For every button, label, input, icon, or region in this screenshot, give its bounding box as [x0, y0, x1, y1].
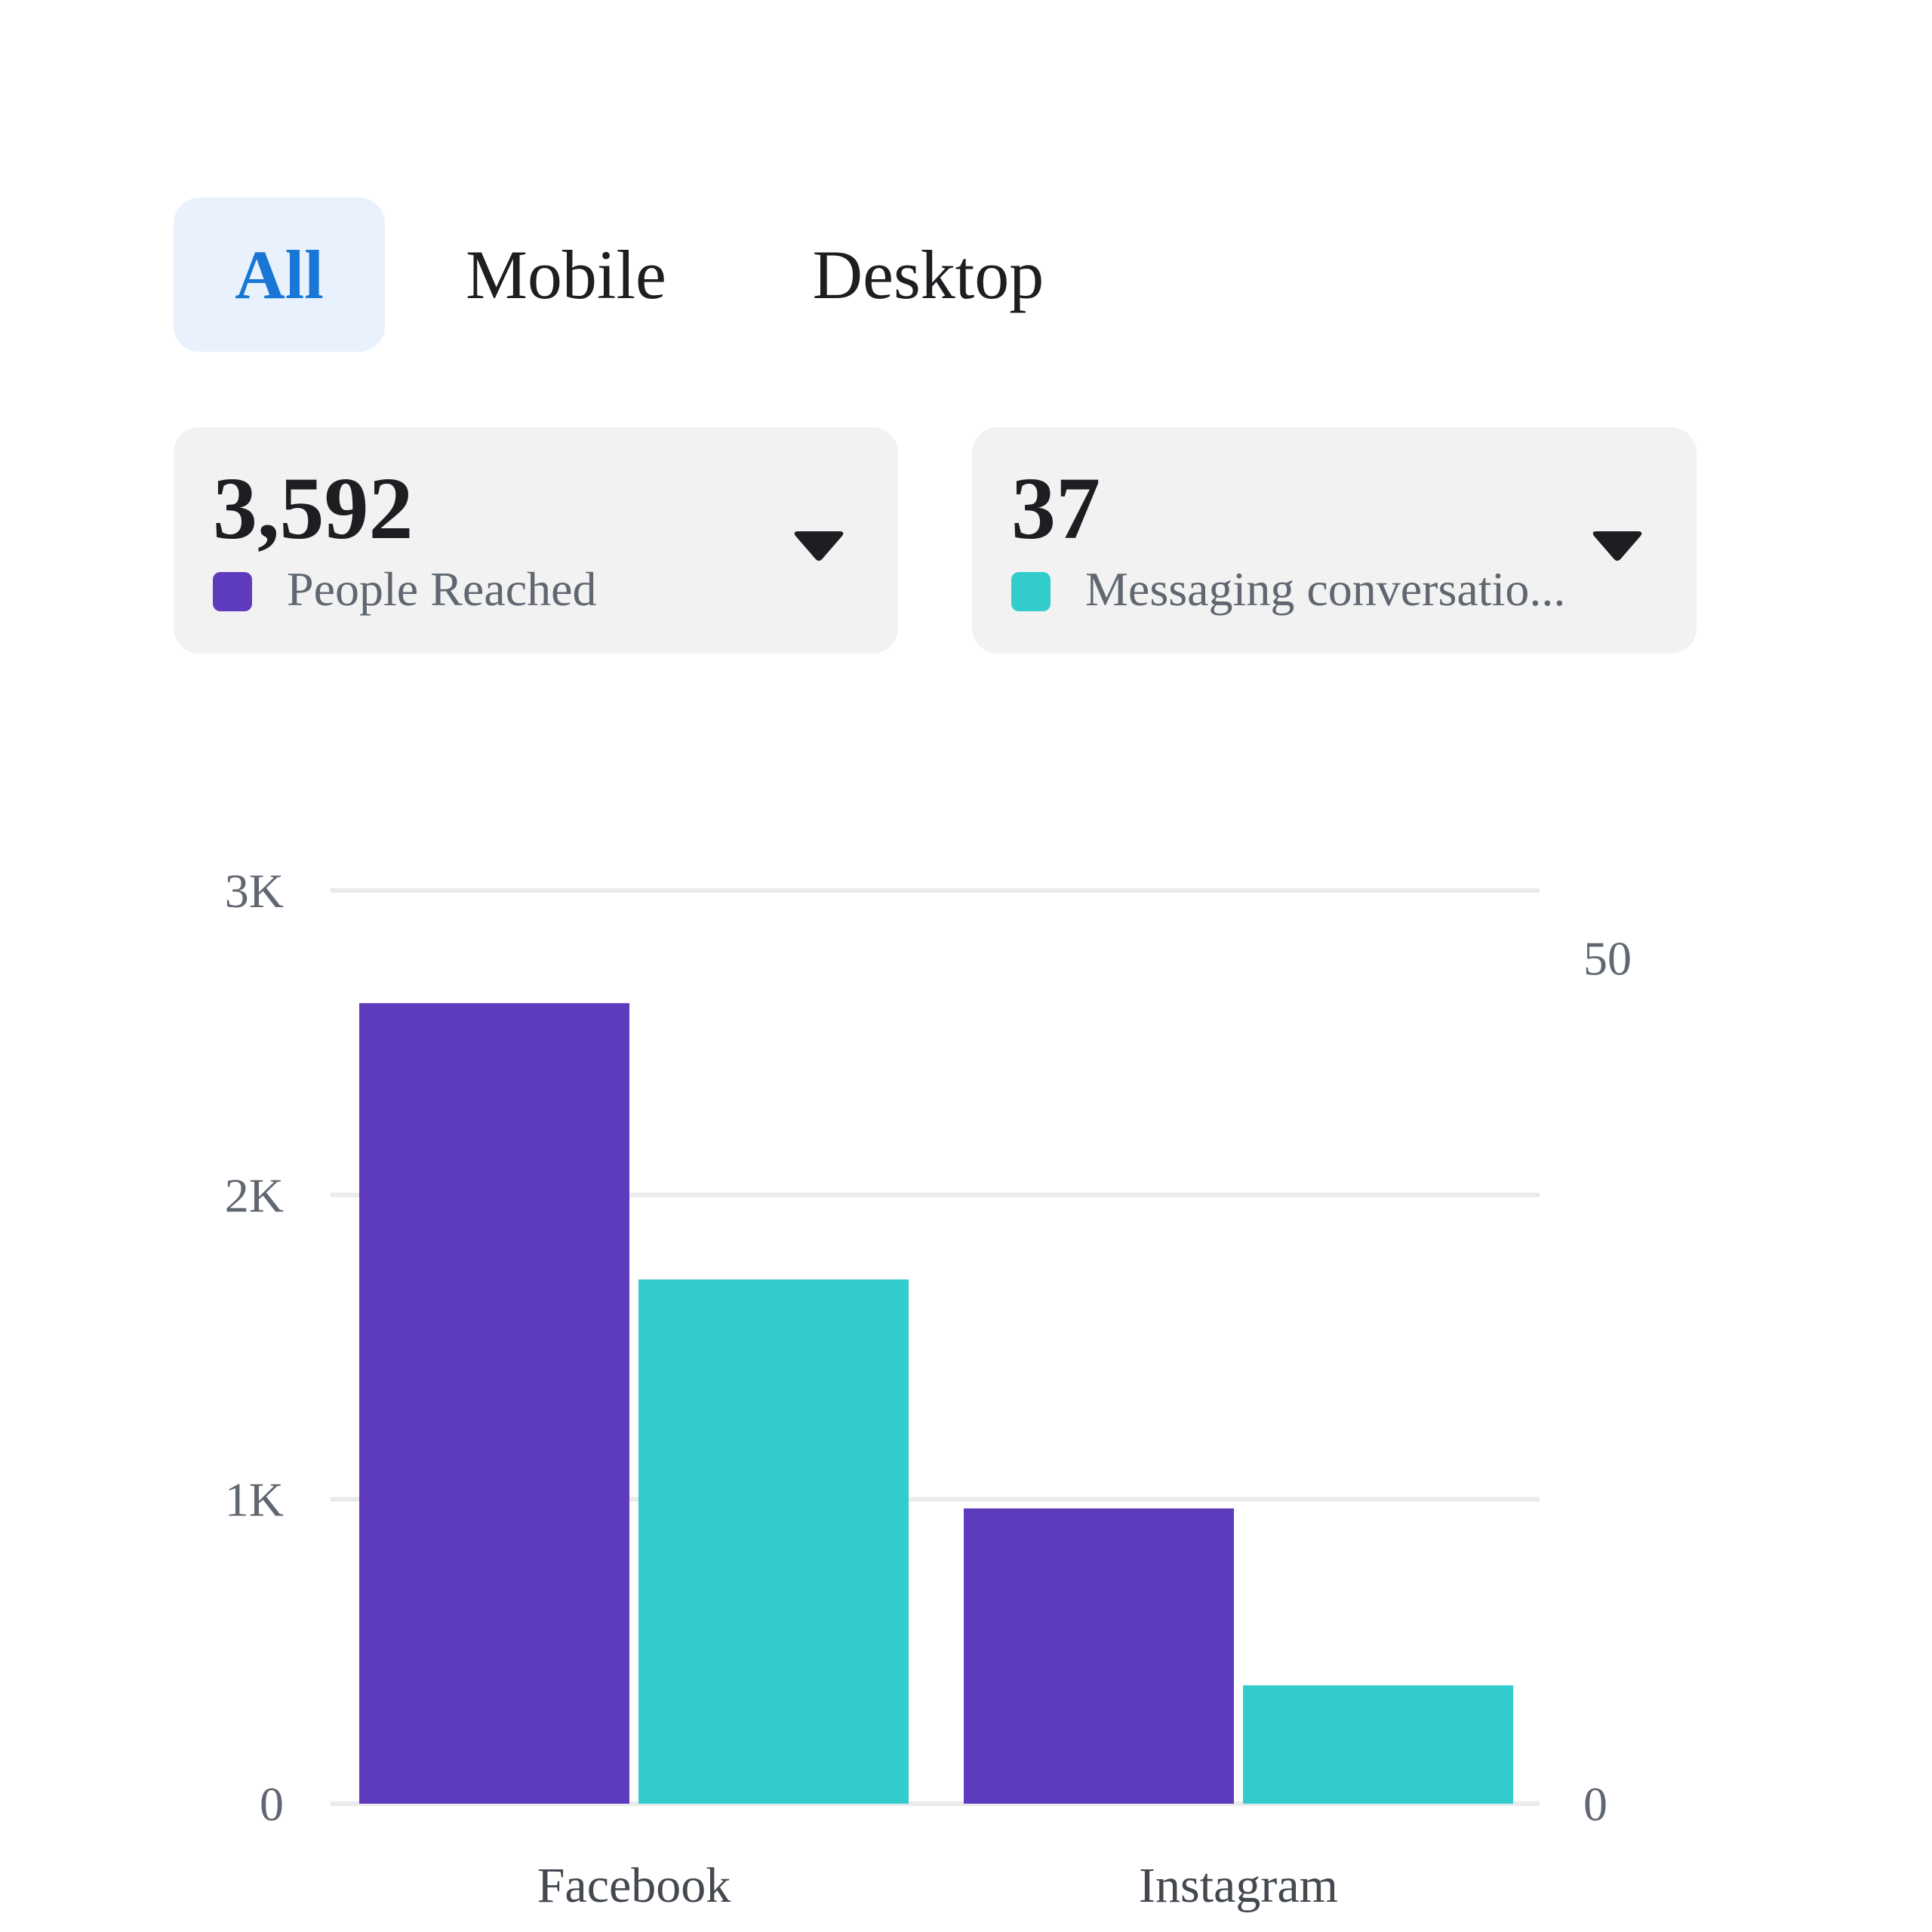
metric-value: 3,592 [213, 459, 414, 558]
bar-instagram-messaging-conversations [1243, 1685, 1513, 1804]
x-tick-label: Facebook [537, 1858, 731, 1913]
metric-card-messaging-conversations[interactable]: 37 Messaging conversatio... [972, 427, 1697, 654]
breakdown-tabs: All Mobile Desktop [174, 198, 1109, 352]
y-tick-label-left: 3K [225, 864, 284, 918]
y-tick-label-right: 50 [1583, 932, 1632, 986]
bar-instagram-people-reached [964, 1508, 1234, 1804]
legend-swatch-people-reached [213, 572, 252, 611]
y-tick-label-left: 1K [225, 1473, 284, 1527]
bar-facebook-people-reached [359, 1003, 629, 1804]
metric-label: Messaging conversatio... [1085, 562, 1566, 616]
metric-value: 37 [1011, 459, 1100, 558]
y-tick-label-right: 0 [1583, 1777, 1607, 1831]
legend-swatch-messaging-conversations [1011, 572, 1051, 611]
tab-mobile[interactable]: Mobile [466, 236, 666, 313]
y-tick-label-left: 2K [225, 1168, 284, 1222]
caret-down-icon[interactable] [1591, 531, 1644, 565]
caret-down-icon[interactable] [792, 531, 845, 565]
tab-all[interactable]: All [174, 198, 385, 352]
metric-label: People Reached [287, 562, 597, 616]
bar-facebook-messaging-conversations [638, 1279, 909, 1804]
tab-desktop[interactable]: Desktop [812, 236, 1044, 313]
metric-card-people-reached[interactable]: 3,592 People Reached [174, 427, 898, 654]
y-tick-label-left: 0 [260, 1777, 284, 1831]
x-tick-label: Instagram [1139, 1858, 1338, 1913]
